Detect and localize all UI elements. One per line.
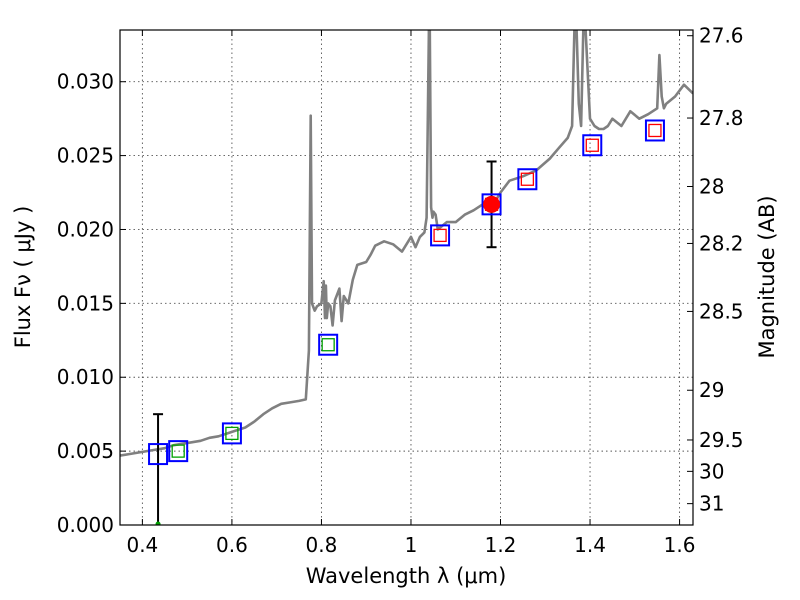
model-photometry-box bbox=[481, 193, 502, 216]
x-tick-label: 1.6 bbox=[664, 533, 696, 557]
model-photometry-inner bbox=[648, 123, 662, 138]
model-photometry-box bbox=[148, 443, 169, 466]
plot-frame bbox=[119, 29, 694, 526]
y-tick-label: 0.005 bbox=[57, 439, 114, 463]
model-photometry-inner bbox=[585, 138, 599, 152]
model-photometry-box bbox=[430, 224, 451, 247]
model-photometry-box bbox=[644, 119, 665, 142]
y2-tick-label: 29 bbox=[699, 378, 724, 402]
axes: 0.4 0.6 0.8 1 1.2 1.4 1.6 0.000 0.005 0.010 0.015 0… bbox=[57, 24, 744, 557]
observed-flux-point bbox=[483, 195, 501, 213]
x-tick-label: 0.6 bbox=[216, 533, 248, 557]
y-tick-label: 0.030 bbox=[57, 70, 114, 94]
model-photometry-box bbox=[168, 440, 189, 463]
observed-upper-limit-point bbox=[155, 521, 161, 525]
x-tick-label: 0.8 bbox=[306, 533, 338, 557]
y2-tick-label: 28.5 bbox=[699, 299, 744, 323]
y2-axis-title: Magnitude (AB) bbox=[755, 195, 779, 358]
y2-tick-label: 30 bbox=[699, 459, 724, 483]
y-tick-label: 0.010 bbox=[57, 365, 114, 389]
y2-tick-label: 28.2 bbox=[699, 231, 744, 255]
sed-line bbox=[120, 30, 693, 457]
model-photometry-inner bbox=[433, 228, 447, 243]
y-tick-label: 0.015 bbox=[57, 291, 114, 315]
model-photometry-box bbox=[517, 168, 538, 191]
y-tick-label: 0.025 bbox=[57, 144, 114, 168]
model-photometry-box bbox=[582, 134, 603, 157]
x-tick-label: 1.2 bbox=[485, 533, 517, 557]
plot-area bbox=[120, 30, 693, 525]
model-photometry-inner bbox=[171, 444, 185, 458]
y2-tick-label: 27.8 bbox=[699, 106, 744, 130]
x-tick-label: 1 bbox=[405, 533, 418, 557]
x-tick-label: 0.4 bbox=[126, 533, 158, 557]
y2-tick-label: 28 bbox=[699, 174, 724, 198]
y2-tick-label: 31 bbox=[699, 492, 724, 516]
model-photometry-inner bbox=[520, 172, 535, 186]
grid-lines bbox=[120, 30, 693, 526]
y2-tick-label: 27.6 bbox=[699, 24, 744, 48]
model-photometry-box bbox=[221, 422, 242, 445]
x-tick-label: 1.4 bbox=[574, 533, 606, 557]
model-photometry-inner bbox=[225, 426, 239, 441]
model-photometry-inner bbox=[321, 338, 335, 352]
y-axis-title: Flux Fν ( μJy ) bbox=[11, 206, 35, 349]
x-axis-title: Wavelength λ (μm) bbox=[306, 564, 507, 588]
y-tick-label: 0.000 bbox=[57, 513, 114, 537]
y2-tick-label: 29.5 bbox=[699, 428, 744, 452]
model-photometry-box bbox=[318, 333, 339, 356]
y-tick-label: 0.020 bbox=[57, 217, 114, 241]
